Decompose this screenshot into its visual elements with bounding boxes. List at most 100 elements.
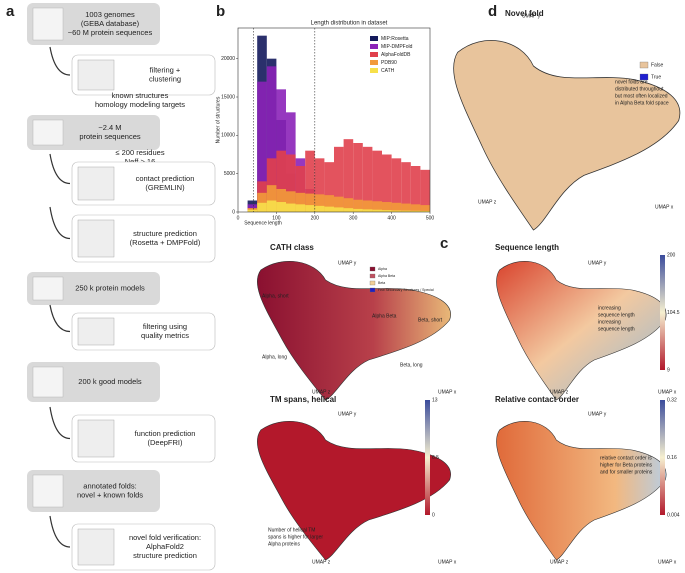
histogram-bar — [410, 166, 421, 212]
annotation: Beta, short — [418, 317, 443, 323]
icon-placeholder — [32, 276, 64, 301]
annotation: Alpha proteins — [268, 541, 300, 547]
histogram-bar — [295, 204, 306, 212]
flowchart: 1003 genomes(GEBA database)~60 M protein… — [27, 3, 216, 571]
histogram-bar — [286, 203, 296, 212]
umap-axis-label: UMAP z — [550, 559, 569, 565]
step-text: 200 k good models — [78, 377, 142, 386]
step-text: known structures — [112, 91, 169, 100]
icon-placeholder — [77, 166, 115, 201]
histogram-bar — [324, 195, 334, 212]
umap-axis-label: UMAP z — [550, 389, 569, 395]
panel-title: TM spans, helical — [270, 395, 336, 404]
legend-label: Alpha — [378, 267, 387, 271]
umap-axis-label: UMAP x — [658, 389, 677, 395]
colorbar-label: 6.5 — [432, 455, 439, 461]
histogram-bar — [372, 150, 382, 212]
colorbar-label: 0.32 — [667, 397, 677, 403]
step-text: ≤ 200 residues — [115, 148, 164, 157]
umap-axis-label: UMAP x — [438, 389, 457, 395]
annotation: Alpha Beta — [372, 313, 397, 319]
panel-letter: b — [216, 3, 225, 20]
legend-label: MIP:Rosetta — [381, 36, 409, 42]
umap-axis-label: UMAP y — [588, 260, 607, 266]
step-text: novel fold verification: — [129, 533, 201, 542]
histogram-bar — [391, 202, 402, 212]
y-axis-label: Number of structures — [215, 96, 221, 143]
histogram-bar — [362, 200, 373, 212]
legend-swatch — [369, 280, 376, 286]
histogram-bar — [353, 143, 363, 212]
histogram-bar — [401, 203, 411, 212]
legend-swatch — [639, 61, 649, 69]
x-tick-label: 0 — [237, 215, 240, 221]
umap-axis-label: UMAP y — [522, 13, 541, 19]
histogram-bar — [247, 209, 258, 212]
histogram-bar — [334, 207, 344, 212]
histogram-bar — [353, 208, 363, 212]
chart-title: Length distribution in dataset — [311, 21, 388, 27]
legend-swatch — [370, 60, 378, 65]
legend-swatch — [369, 287, 376, 293]
step-text: structure prediction — [133, 229, 197, 238]
x-tick-label: 100 — [272, 215, 281, 221]
icon-placeholder — [77, 219, 115, 258]
legend-label: AlphaFoldDB — [381, 52, 411, 58]
histogram-bar — [372, 209, 382, 212]
annotation: sequence length — [598, 312, 635, 318]
step-text: novel + known folds — [77, 490, 143, 499]
arrow — [49, 46, 71, 76]
annotation: Beta, long — [400, 362, 423, 368]
colorbar-label: 0 — [432, 512, 435, 518]
step-text: ~60 M protein sequences — [68, 28, 153, 37]
step-text: filtering + — [150, 65, 181, 74]
umap-axis-label: UMAP y — [338, 411, 357, 417]
annotation: but most often localized — [615, 93, 668, 99]
histogram-bar — [382, 210, 392, 212]
histogram-bar — [266, 185, 277, 212]
step-text: AlphaFold2 — [146, 542, 184, 551]
legend-label: Few Secondary Structures / Special — [378, 288, 434, 292]
histogram-bar — [286, 154, 296, 212]
histogram-bar — [295, 166, 306, 212]
icon-placeholder — [77, 528, 115, 566]
histogram-bar — [266, 158, 277, 212]
colorbar-label: 13 — [432, 397, 438, 403]
histogram-bar — [410, 210, 421, 212]
y-tick-label: 20000 — [221, 56, 235, 62]
annotation: and for smaller proteins — [600, 469, 653, 475]
annotation: distributed throughout — [615, 86, 664, 92]
colorbar — [425, 400, 430, 515]
histogram-bar — [334, 146, 344, 212]
umap-cloud — [495, 260, 667, 401]
step-text: (Rosetta + DMPFold) — [130, 238, 201, 247]
annotation: sequence length — [598, 326, 635, 332]
umap-cloud — [256, 260, 452, 401]
annotation: spans is higher for larger — [268, 534, 323, 540]
annotation: higher for Beta proteins — [600, 462, 652, 468]
arrow — [49, 515, 71, 548]
histogram-bar — [343, 198, 354, 212]
histogram-bar — [343, 139, 354, 212]
legend-label: Alpha Beta — [378, 274, 395, 278]
umap-axis-label: UMAP y — [588, 411, 607, 417]
x-tick-label: 400 — [387, 215, 396, 221]
panel-title: Novel fold — [505, 9, 544, 18]
legend-swatch — [370, 52, 378, 57]
x-tick-label: 500 — [426, 215, 435, 221]
arrow — [49, 304, 71, 333]
annotation: relative contact order is — [600, 455, 652, 461]
histogram-bar — [266, 66, 277, 212]
legend-label: Beta — [378, 281, 385, 285]
legend-swatch — [370, 44, 378, 49]
histogram-bar — [305, 150, 315, 212]
legend-label: True — [651, 74, 661, 80]
histogram-bar — [420, 210, 430, 212]
umap-axis-label: UMAP x — [658, 559, 677, 565]
histogram-bar — [286, 191, 296, 212]
plot-frame — [237, 27, 431, 213]
histogram-bar — [314, 194, 325, 212]
legend-swatch — [369, 273, 376, 279]
icon-placeholder — [32, 119, 64, 146]
legend-label: False — [651, 62, 663, 68]
